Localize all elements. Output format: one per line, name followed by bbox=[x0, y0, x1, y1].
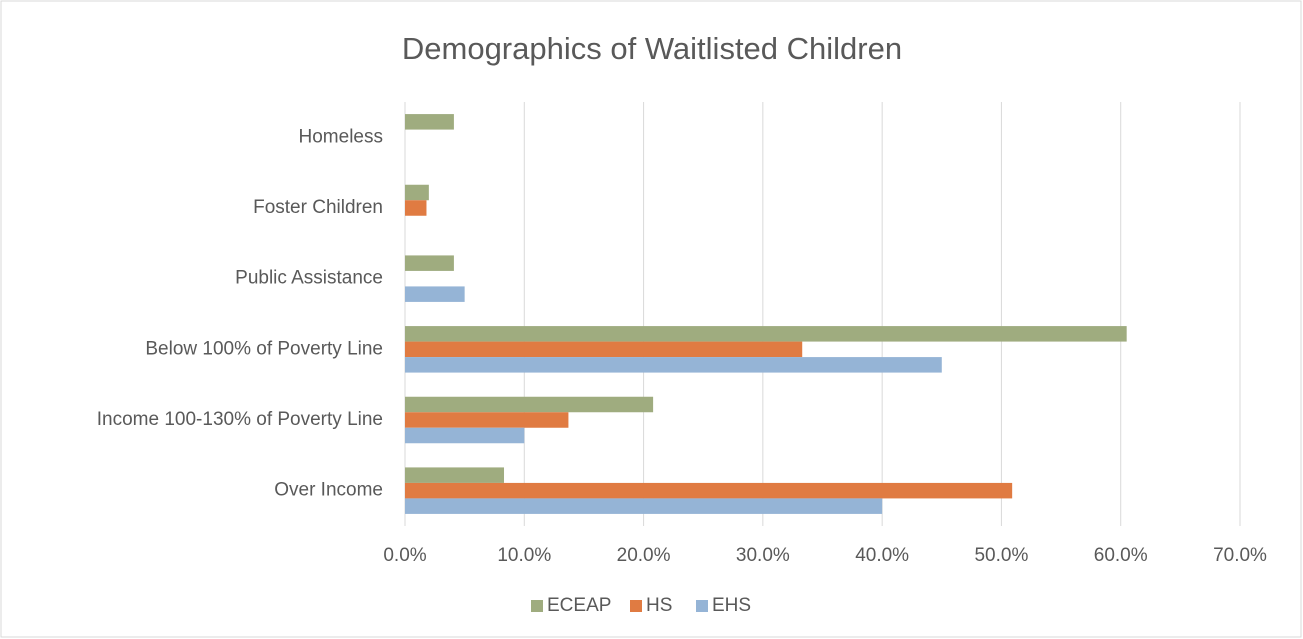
x-tick-label: 10.0% bbox=[497, 545, 551, 566]
legend-swatch bbox=[630, 600, 642, 612]
y-tick-label: Foster Children bbox=[253, 197, 383, 218]
x-tick-label: 0.0% bbox=[383, 545, 426, 566]
y-tick-label: Over Income bbox=[274, 480, 383, 501]
bar bbox=[405, 357, 942, 373]
legend-label: ECEAP bbox=[547, 595, 611, 616]
bar bbox=[405, 341, 803, 358]
y-tick-label: Public Assistance bbox=[235, 268, 383, 289]
y-tick-label: Income 100-130% of Poverty Line bbox=[97, 409, 383, 430]
x-tick-label: 60.0% bbox=[1094, 545, 1148, 566]
y-tick-label: Homeless bbox=[299, 126, 383, 147]
x-tick-label: 70.0% bbox=[1213, 545, 1267, 566]
x-tick-label: 30.0% bbox=[736, 545, 790, 566]
legend-swatch bbox=[696, 600, 708, 612]
legend-label: HS bbox=[646, 595, 672, 616]
bar bbox=[405, 498, 883, 514]
legend-swatch bbox=[531, 600, 543, 612]
bar bbox=[405, 255, 454, 271]
bar bbox=[405, 326, 1127, 342]
bar bbox=[405, 412, 569, 428]
bar bbox=[405, 427, 525, 444]
bar bbox=[405, 467, 505, 483]
x-tick-label: 50.0% bbox=[974, 545, 1028, 566]
x-tick-label: 40.0% bbox=[855, 545, 909, 566]
bar bbox=[405, 200, 427, 216]
bar bbox=[405, 184, 429, 201]
x-tick-label: 20.0% bbox=[617, 545, 671, 566]
legend-label: EHS bbox=[712, 595, 751, 616]
chart-title: Demographics of Waitlisted Children bbox=[402, 31, 902, 66]
bar bbox=[405, 482, 1013, 499]
bar bbox=[405, 396, 654, 413]
bar bbox=[405, 286, 465, 302]
y-tick-label: Below 100% of Poverty Line bbox=[145, 338, 383, 359]
bar bbox=[405, 114, 454, 130]
